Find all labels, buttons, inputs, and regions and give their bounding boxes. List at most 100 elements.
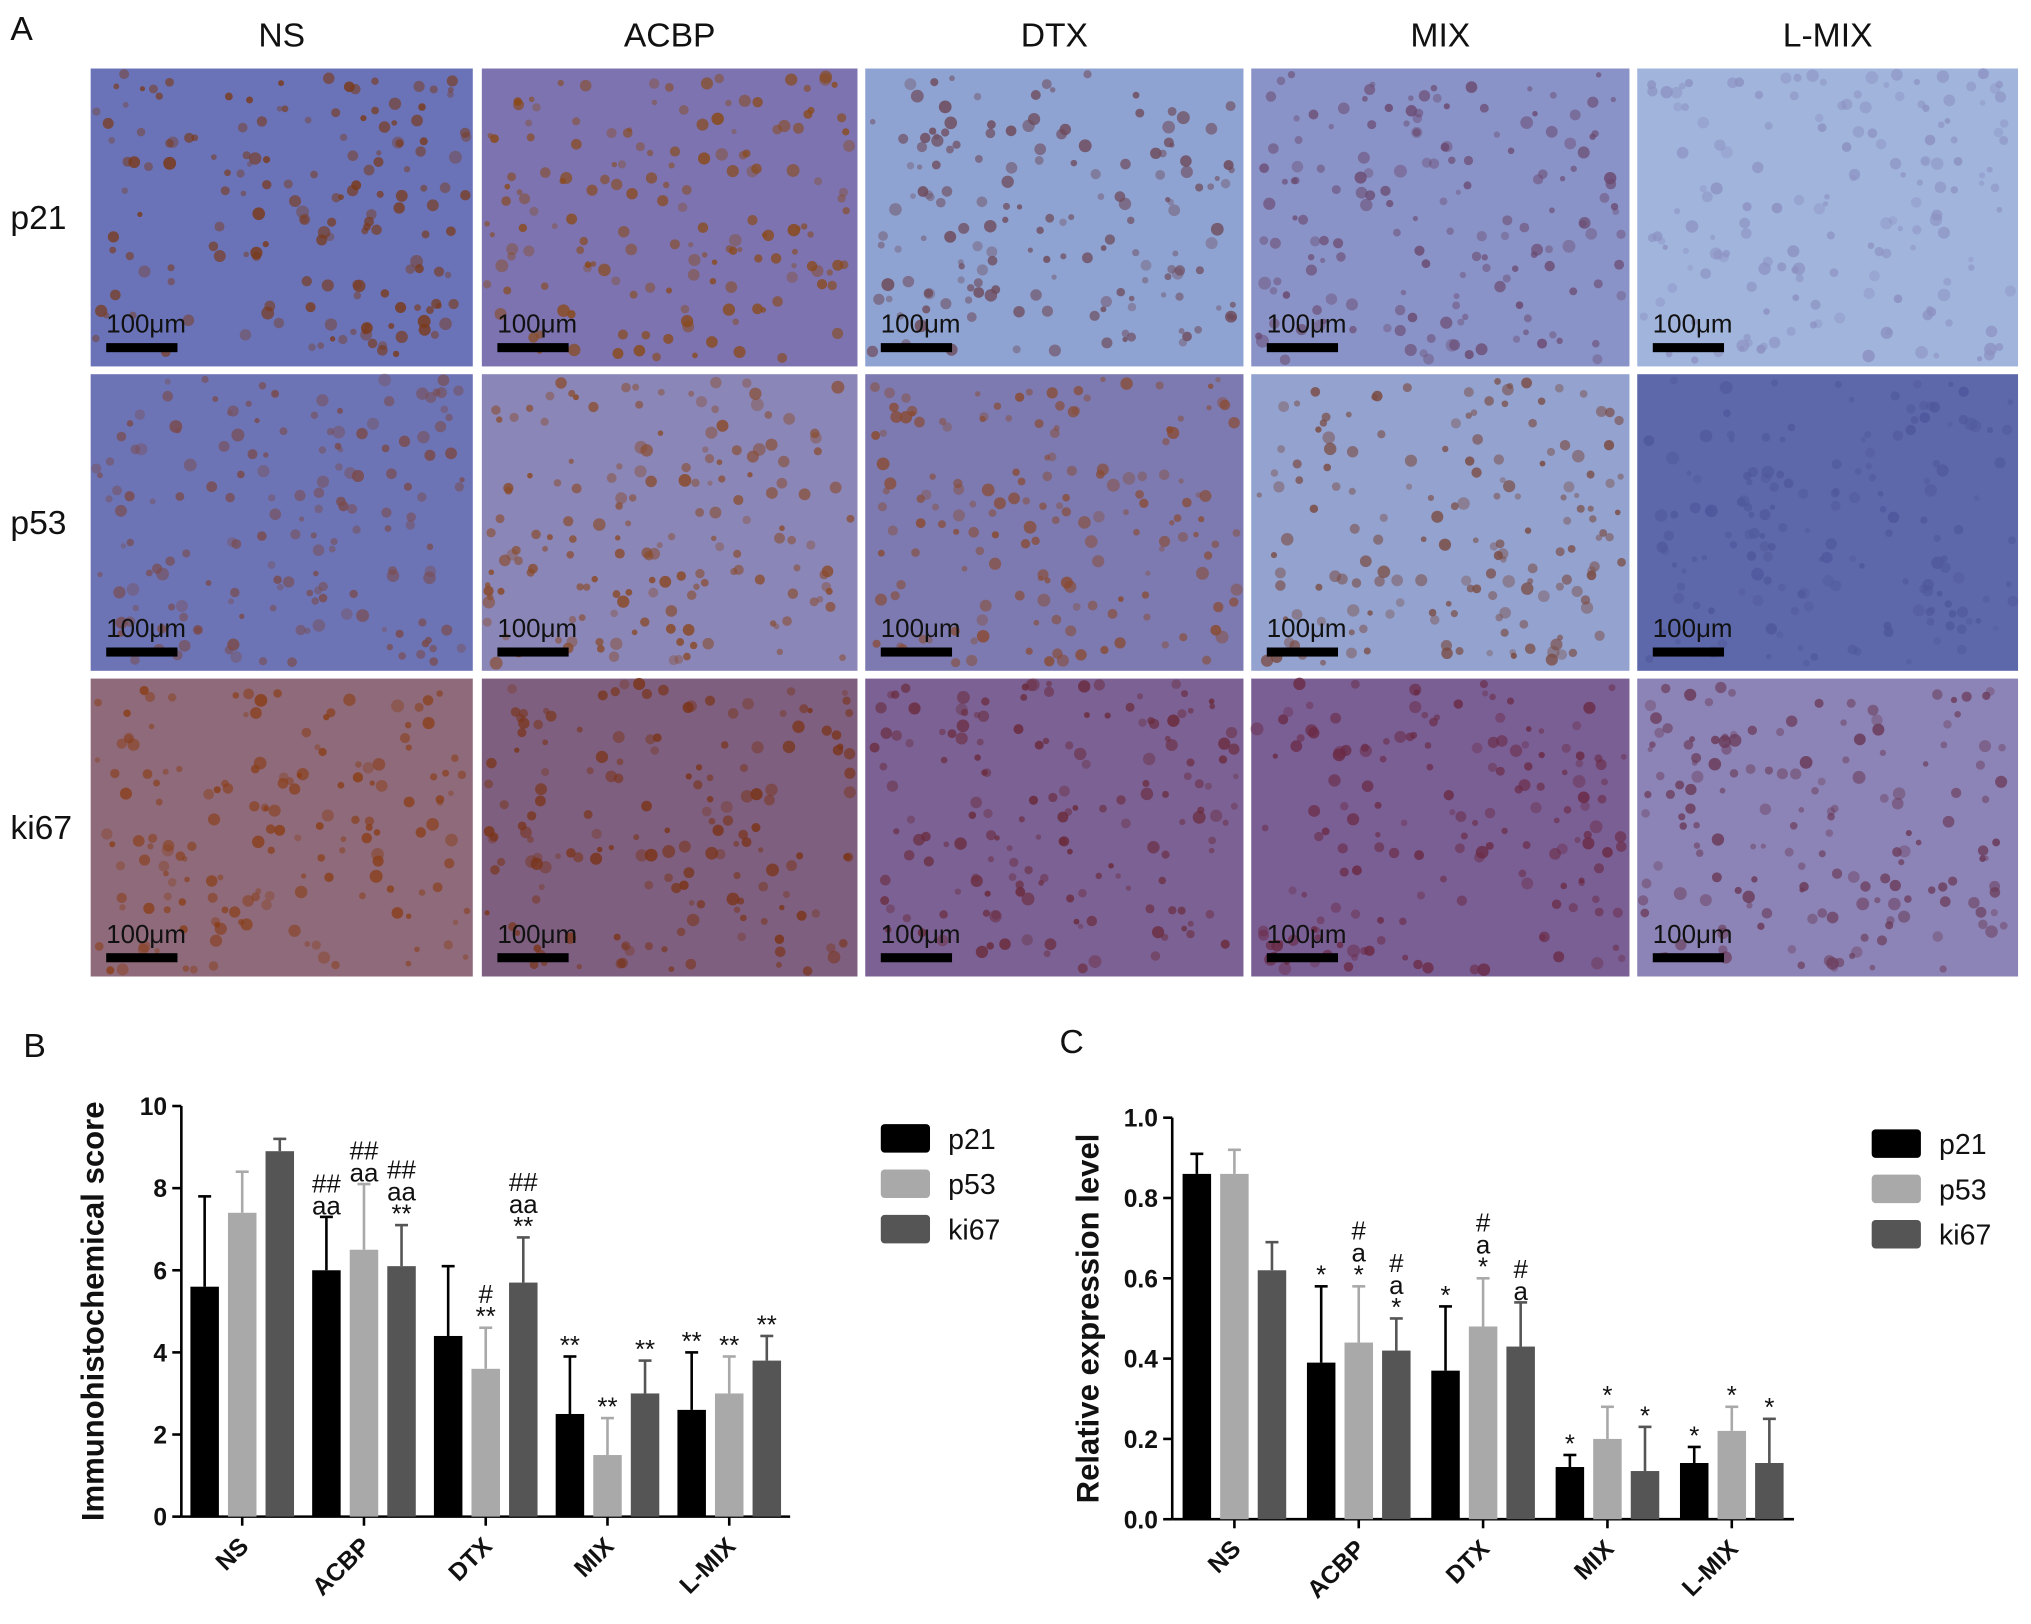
significance-mark: a <box>1389 1272 1404 1300</box>
stained-nucleus <box>1776 728 1785 737</box>
stained-nucleus <box>1042 471 1053 482</box>
stained-nucleus <box>1898 910 1911 923</box>
stained-nucleus <box>974 154 983 163</box>
stained-nucleus <box>760 306 767 313</box>
stained-nucleus <box>1162 120 1176 134</box>
stained-nucleus <box>1219 399 1231 411</box>
stained-nucleus <box>1413 959 1423 970</box>
stained-nucleus <box>799 704 809 714</box>
stained-nucleus <box>242 151 251 160</box>
stained-nucleus <box>1759 533 1766 539</box>
stained-nucleus <box>641 330 651 340</box>
stained-nucleus <box>936 934 949 947</box>
stained-nucleus <box>1374 801 1382 809</box>
stained-nucleus <box>1556 649 1568 660</box>
stained-nucleus <box>1761 432 1771 442</box>
stained-nucleus <box>923 856 934 867</box>
stained-nucleus <box>1867 128 1878 138</box>
stained-nucleus <box>1100 245 1107 251</box>
stained-nucleus <box>1790 768 1802 780</box>
stained-nucleus <box>615 958 626 969</box>
stained-nucleus <box>1195 266 1204 275</box>
bar <box>265 1151 295 1517</box>
stained-nucleus <box>122 156 133 167</box>
stained-nucleus <box>1155 169 1166 180</box>
stained-nucleus <box>1350 679 1360 689</box>
stained-nucleus <box>294 834 302 842</box>
stained-nucleus <box>742 698 754 710</box>
stained-nucleus <box>1416 891 1426 900</box>
stained-nucleus <box>1412 215 1419 222</box>
stained-nucleus <box>572 117 581 126</box>
stained-nucleus <box>1005 125 1017 137</box>
stained-nucleus <box>444 271 452 279</box>
stained-nucleus <box>1455 811 1467 823</box>
stained-nucleus <box>1757 922 1765 930</box>
stained-nucleus <box>1685 803 1696 814</box>
stained-nucleus <box>1939 896 1951 907</box>
stained-nucleus <box>1025 647 1033 655</box>
stained-nucleus <box>968 526 979 538</box>
legend-swatch <box>880 1169 931 1198</box>
stained-nucleus <box>231 428 245 442</box>
stained-nucleus <box>1589 820 1603 834</box>
stained-nucleus <box>1383 323 1392 333</box>
stained-nucleus <box>953 528 960 535</box>
stained-nucleus <box>1072 602 1081 611</box>
stained-nucleus <box>499 800 509 810</box>
significance-mark: * <box>1727 1382 1737 1410</box>
stained-nucleus <box>579 79 592 92</box>
stained-nucleus <box>1012 345 1021 354</box>
stained-nucleus <box>1561 574 1572 585</box>
stained-nucleus <box>1932 931 1944 942</box>
stained-nucleus <box>1475 845 1489 859</box>
stained-nucleus <box>489 656 503 670</box>
legend-swatch <box>880 1214 931 1244</box>
stained-nucleus <box>1120 377 1133 390</box>
stained-nucleus <box>1605 178 1617 190</box>
stained-nucleus <box>954 888 962 895</box>
stained-nucleus <box>1095 872 1102 880</box>
stained-nucleus <box>1220 939 1230 949</box>
stained-nucleus <box>1524 643 1536 655</box>
stained-nucleus <box>1586 470 1595 479</box>
stained-nucleus <box>929 473 936 480</box>
stained-nucleus <box>1351 578 1362 588</box>
stained-nucleus <box>1748 511 1755 518</box>
stained-nucleus <box>656 542 663 549</box>
stained-nucleus <box>1685 220 1699 233</box>
stained-nucleus <box>632 383 640 391</box>
stained-nucleus <box>391 907 404 919</box>
stained-nucleus <box>1051 516 1060 525</box>
stained-nucleus <box>669 239 680 250</box>
bar <box>1257 1270 1287 1520</box>
stained-nucleus <box>1292 459 1302 469</box>
stained-nucleus <box>1852 126 1865 138</box>
stained-nucleus <box>1359 624 1368 634</box>
stained-nucleus <box>1560 882 1568 890</box>
stained-nucleus <box>615 492 628 505</box>
stained-nucleus <box>597 690 608 701</box>
stained-nucleus <box>1752 595 1764 606</box>
stained-nucleus <box>123 709 131 718</box>
stained-nucleus <box>635 142 645 152</box>
column-header: NS <box>258 17 305 54</box>
stained-nucleus <box>560 172 573 184</box>
stained-nucleus <box>105 495 113 503</box>
stained-nucleus <box>268 494 276 502</box>
stained-nucleus <box>645 172 658 184</box>
stained-nucleus <box>787 535 797 545</box>
stained-nucleus <box>954 837 967 850</box>
stained-nucleus <box>695 764 703 771</box>
micrograph <box>1637 68 2019 367</box>
stained-nucleus <box>777 352 788 363</box>
stained-nucleus <box>966 312 977 322</box>
stained-nucleus <box>347 504 358 514</box>
significance-mark: a <box>1352 1240 1367 1268</box>
stained-nucleus <box>811 264 824 278</box>
stained-nucleus <box>1601 778 1608 786</box>
stained-nucleus <box>1992 838 2001 847</box>
stained-nucleus <box>1739 345 1745 351</box>
stained-nucleus <box>1538 751 1545 759</box>
stained-nucleus <box>1305 701 1314 710</box>
